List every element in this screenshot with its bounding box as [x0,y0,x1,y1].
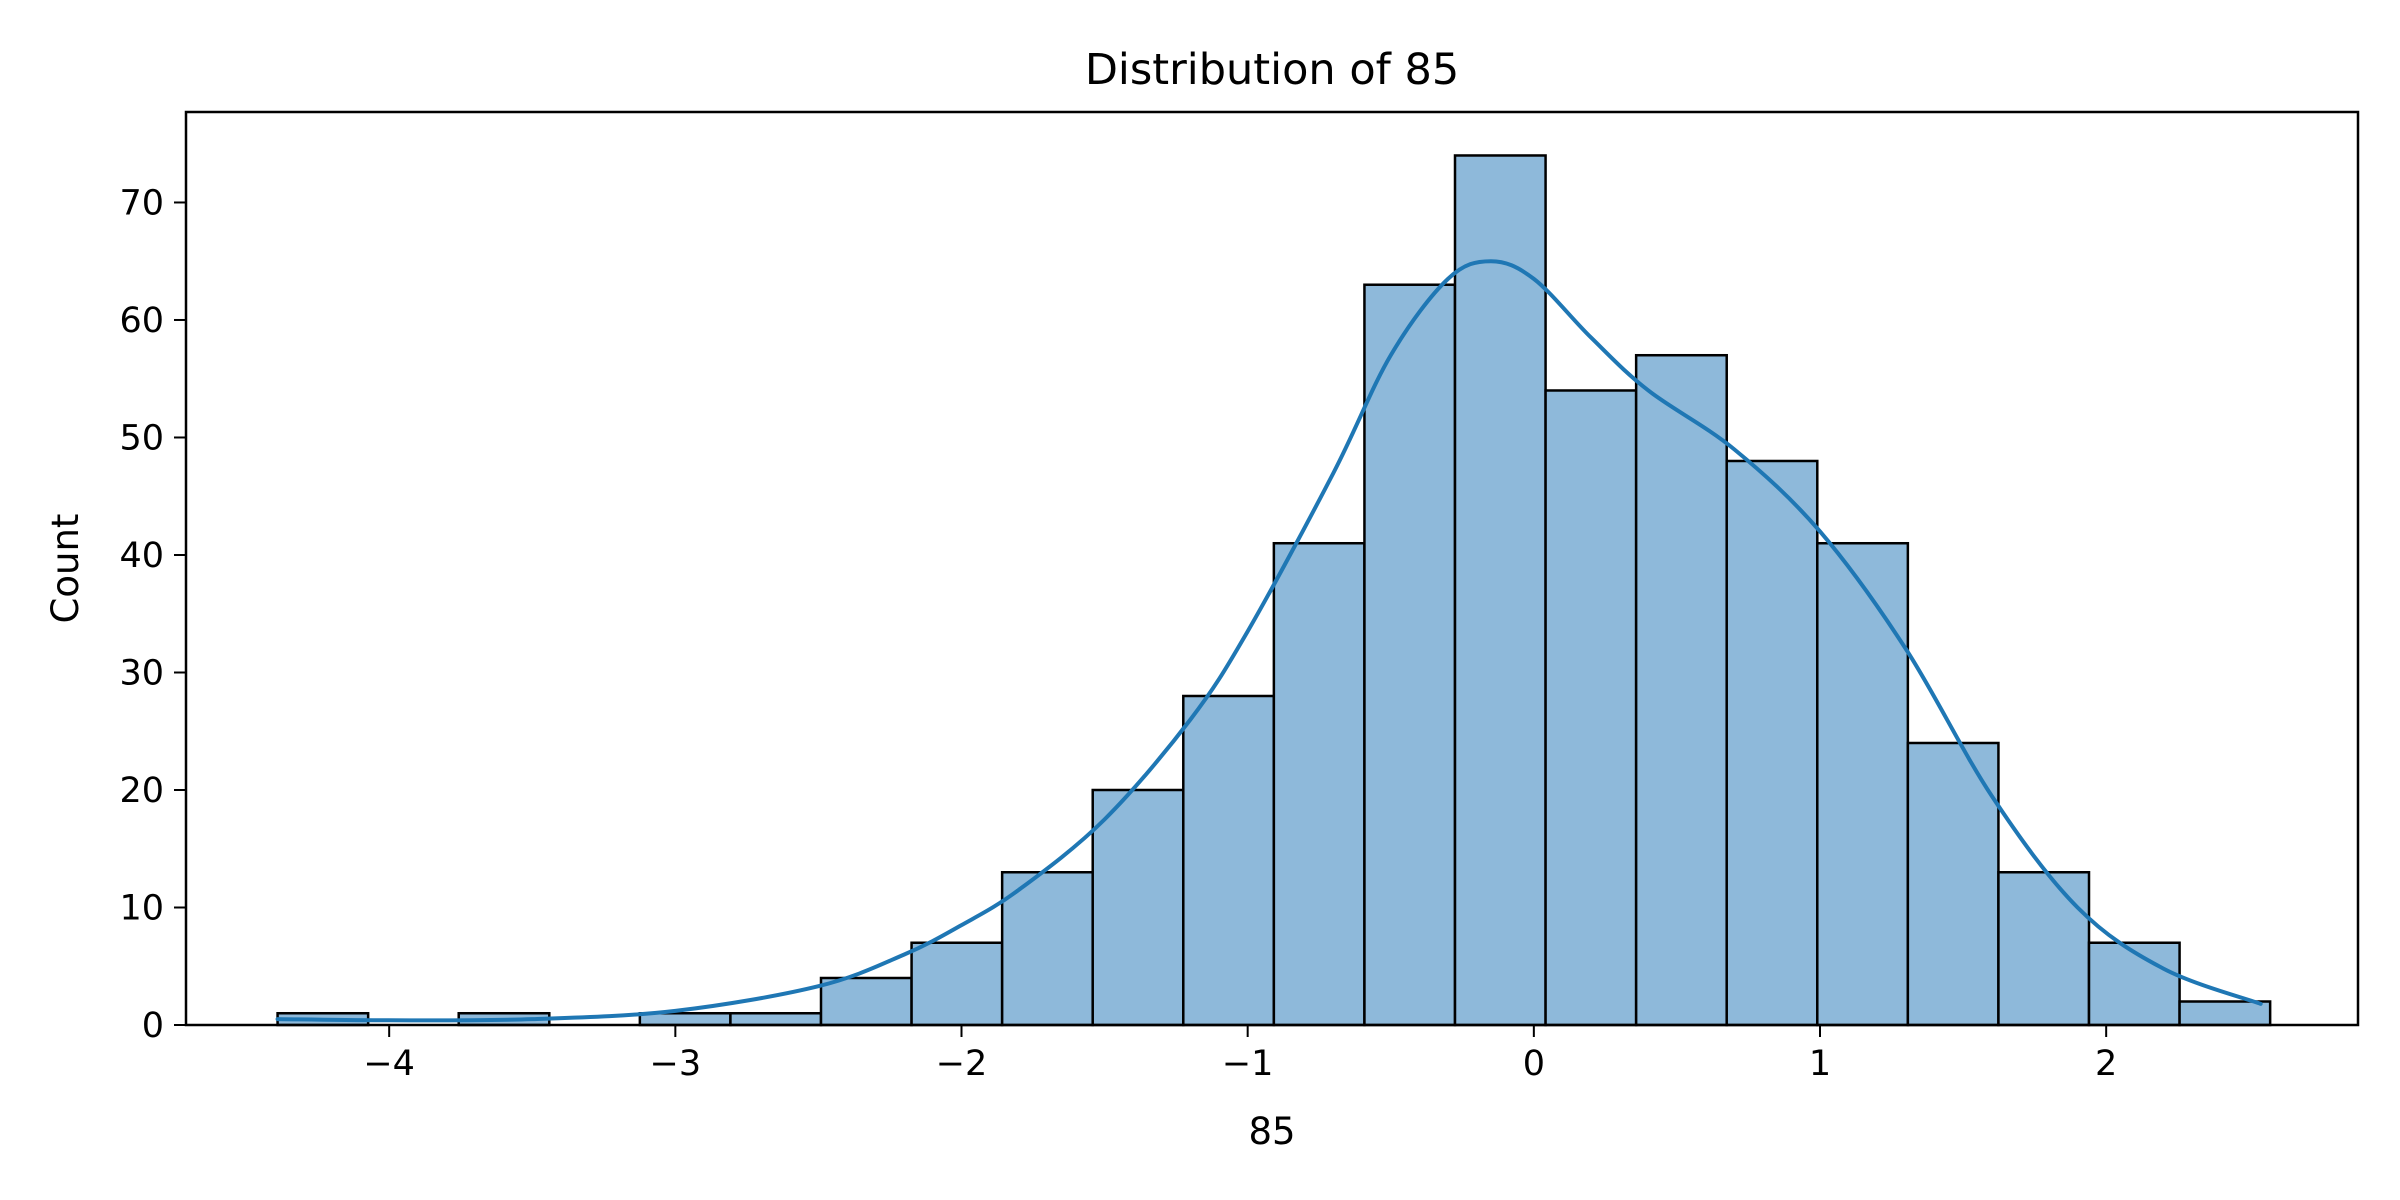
x-tick-label: −1 [1222,1044,1274,1084]
histogram-bar [1725,459,1819,1027]
y-axis-label: Count [44,514,87,624]
histogram-bar [729,1011,823,1027]
histogram-bar [1182,694,1276,1027]
y-tick-label: 70 [119,183,164,223]
x-axis-label: 85 [1248,1110,1295,1153]
y-tick-label: 20 [119,771,164,811]
chart-title: Distribution of 85 [1085,45,1459,95]
y-tick-label: 40 [119,536,164,576]
histogram-bar [2178,1000,2272,1027]
y-axis-ticks: 0 10 20 30 40 50 60 70 [119,183,186,1046]
x-tick-label: 1 [1809,1044,1831,1084]
x-tick-label: −4 [363,1044,415,1084]
histogram-bar [2087,941,2181,1027]
x-tick-label: 2 [2095,1044,2117,1084]
x-tick-label: −3 [650,1044,702,1084]
plot-area-frame [184,110,2360,1027]
histogram-bars [276,154,2272,1027]
x-tick-label: −2 [936,1044,988,1084]
histogram-bar [910,941,1004,1027]
y-tick-label: 30 [119,653,164,693]
y-tick-label: 60 [119,301,164,341]
x-axis-ticks: −4 −3 −2 −1 0 1 2 [363,1025,2117,1084]
histogram-bar [1000,870,1094,1027]
histogram-bar [1997,870,2091,1027]
y-tick-label: 10 [119,888,164,928]
y-tick-label: 0 [142,1006,164,1046]
histogram-bar [1363,283,1457,1027]
histogram-bar [1091,788,1185,1027]
histogram-bar [819,976,913,1027]
kde-curve [275,259,2263,1023]
histogram-bar [1544,389,1638,1027]
histogram-bar [1906,741,2000,1027]
histogram-bar [1816,541,1910,1027]
histogram-bar [1453,154,1547,1027]
histogram-bar [1272,541,1366,1027]
histogram-bar [1634,353,1728,1027]
y-tick-label: 50 [119,418,164,458]
x-tick-label: 0 [1523,1044,1545,1084]
